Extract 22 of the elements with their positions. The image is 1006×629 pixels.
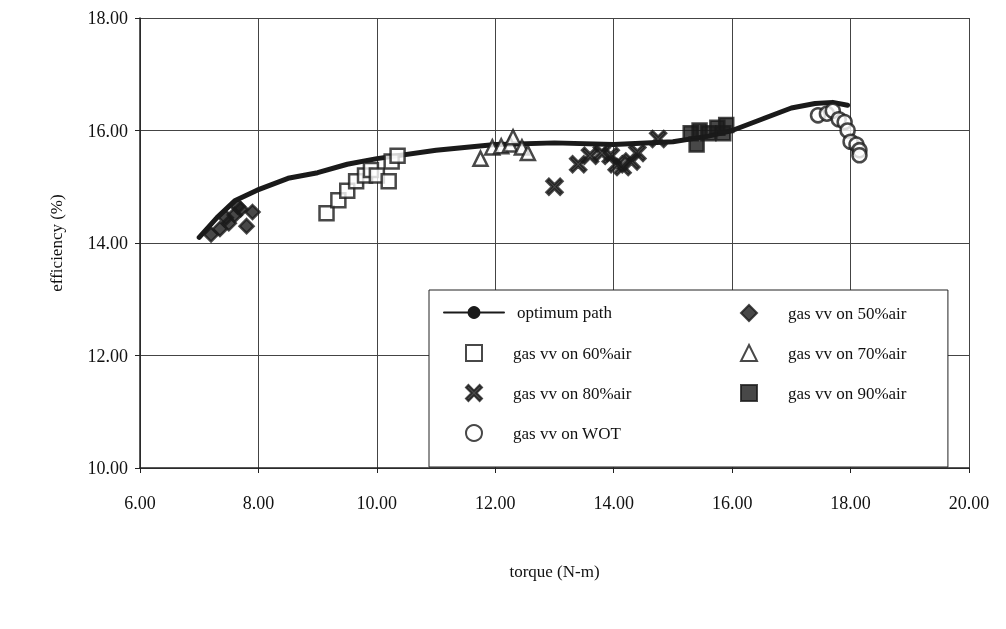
y-tick-label: 14.00 bbox=[87, 233, 128, 253]
y-tick-label: 18.00 bbox=[87, 8, 128, 28]
y-tick-label: 10.00 bbox=[87, 458, 128, 478]
legend-label: gas vv on 90%air bbox=[788, 383, 907, 403]
y-axis-title: efficiency (%) bbox=[47, 194, 66, 292]
legend-label: optimum path bbox=[517, 303, 613, 322]
legend-label: gas vv on WOT bbox=[513, 423, 622, 443]
x-tick-label: 8.00 bbox=[242, 493, 275, 513]
x-tick-label: 12.00 bbox=[475, 493, 516, 513]
y-tick-label: 16.00 bbox=[87, 120, 128, 141]
x-tick-label: 18.00 bbox=[830, 493, 871, 513]
legend-label: gas vv on 60%air bbox=[513, 343, 632, 363]
x-tick-label: 20.00 bbox=[948, 493, 990, 513]
legend-label: gas vv on 70%air bbox=[788, 343, 907, 363]
x-tick-label: 10.00 bbox=[356, 493, 398, 513]
x-tick-label: 6.00 bbox=[124, 493, 156, 513]
legend-label: gas vv on 50%air bbox=[788, 303, 907, 323]
x-tick-label: 16.00 bbox=[711, 493, 753, 513]
y-tick-label: 12.00 bbox=[87, 345, 128, 366]
legend-label: gas vv on 80%air bbox=[513, 383, 632, 403]
x-tick-label: 14.00 bbox=[593, 493, 634, 513]
x-axis-title: torque (N-m) bbox=[509, 562, 600, 581]
